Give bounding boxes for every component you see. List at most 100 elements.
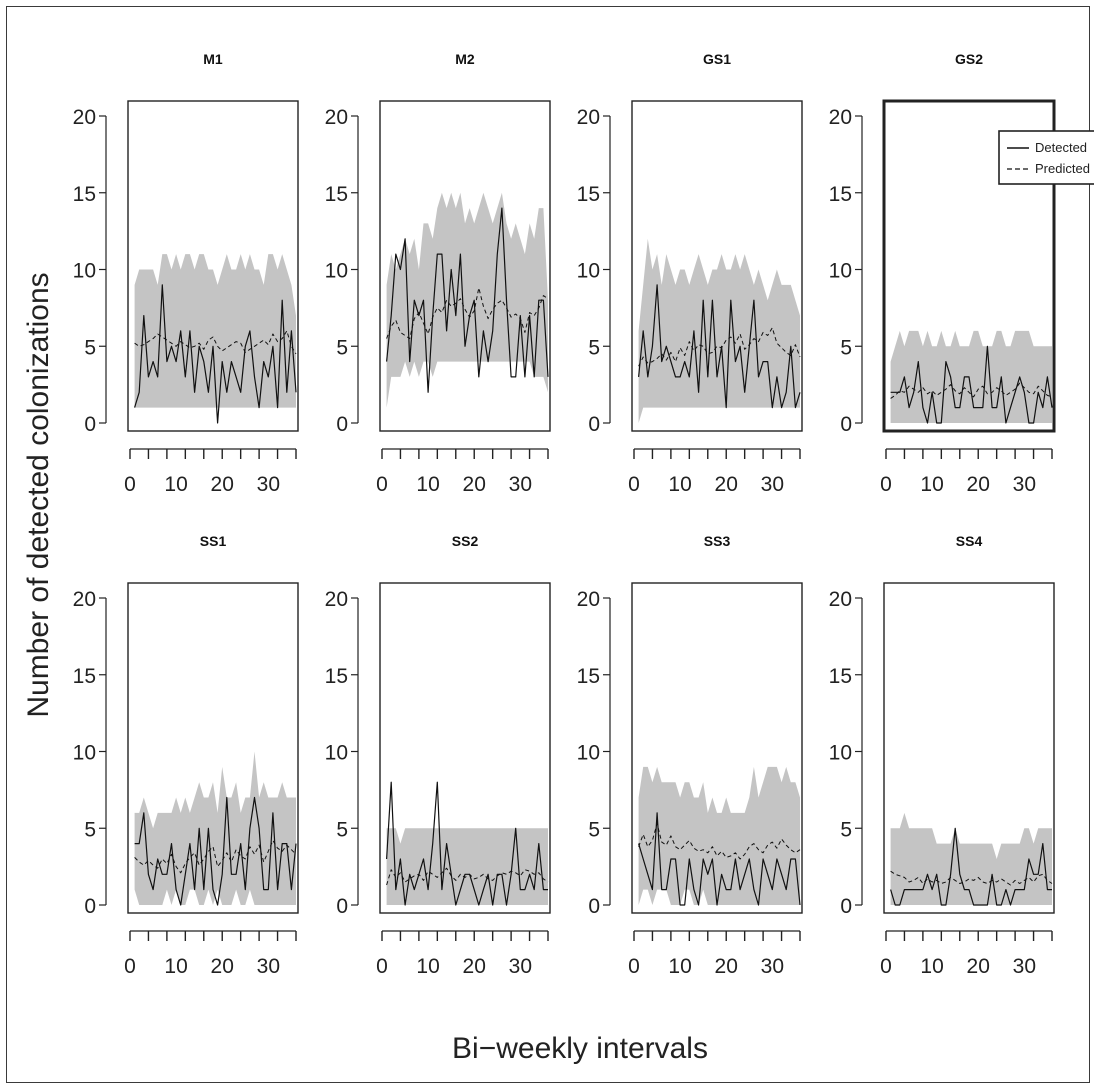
x-tick-label: 20: [967, 473, 990, 496]
x-tick-label: 20: [463, 473, 486, 496]
predicted-line: [134, 840, 297, 874]
x-tick-label: 0: [376, 473, 388, 496]
y-tick-label: 15: [829, 665, 852, 688]
detected-line: [638, 812, 801, 906]
detected-line: [386, 781, 548, 906]
y-tick-label: 15: [577, 183, 600, 206]
y-tick-label: 0: [840, 895, 852, 918]
panel-m2: M2 0 5 10 15 20 0 10 20 30: [325, 51, 551, 496]
legend-box: [998, 130, 1094, 185]
x-tick-label: 10: [920, 473, 943, 496]
figure-frame: [6, 6, 1090, 1083]
detected-line: [386, 207, 549, 393]
x-tick-label: 30: [509, 955, 532, 978]
y-tick-label: 10: [325, 742, 348, 765]
y-tick-label: 0: [588, 895, 600, 918]
panel-box: [127, 100, 299, 432]
prediction-band: [638, 238, 800, 423]
predicted-line: [386, 867, 549, 886]
y-tick-label: 15: [829, 183, 852, 206]
x-tick-label: 20: [211, 955, 234, 978]
prediction-band: [638, 766, 800, 905]
x-tick-label: 10: [668, 955, 691, 978]
x-tick-label: 0: [880, 955, 892, 978]
y-tick-label: 15: [577, 665, 600, 688]
x-tick-label: 20: [211, 473, 234, 496]
x-tick-label: 20: [463, 955, 486, 978]
panel-m1: M1 0 5 10 15 20 0 10 20 30: [73, 51, 299, 496]
y-tick-label: 5: [840, 818, 852, 841]
x-tick-label: 0: [628, 955, 640, 978]
y-tick-label: 15: [325, 665, 348, 688]
y-tick-label: 10: [73, 742, 96, 765]
panel-box: [883, 582, 1055, 914]
x-tick-label: 30: [761, 473, 784, 496]
predicted-line: [134, 330, 297, 355]
predicted-line: [890, 870, 1053, 886]
y-tick-label: 5: [588, 336, 600, 359]
y-tick-label: 0: [336, 895, 348, 918]
y-tick-label: 5: [336, 818, 348, 841]
y-tick-label: 20: [829, 588, 852, 611]
x-tick-label: 10: [164, 955, 187, 978]
prediction-band: [134, 751, 296, 905]
panel-title: M1: [203, 51, 223, 67]
panel-ss3: SS3 0 5 10 15 20 0 10 20 30: [577, 533, 803, 978]
y-tick-label: 10: [73, 260, 96, 283]
detected-line: [638, 284, 801, 409]
panel-ss2: SS2 0 5 10 15 20 0 10 20 30: [325, 533, 551, 978]
x-tick-label: 30: [509, 473, 532, 496]
y-tick-label: 20: [73, 106, 96, 129]
y-tick-label: 20: [829, 106, 852, 129]
detected-line: [890, 827, 1052, 906]
x-tick-label: 30: [257, 473, 280, 496]
panel-gs1: GS1 0 5 10 15 20 0 10 20 30: [577, 51, 803, 496]
panel-title: SS3: [704, 533, 731, 549]
panel-title: SS4: [956, 533, 983, 549]
panel-box: [127, 582, 299, 914]
panels: M1 0 5 10 15 20 0 10 20 30 M2 0 5 10 15 20 0 10 20 30 GS1 0 5 1…: [73, 51, 1094, 978]
legend-predicted-label: Predicted: [1035, 161, 1090, 176]
x-tick-label: 20: [715, 955, 738, 978]
y-tick-label: 0: [336, 413, 348, 436]
panel-title: SS2: [452, 533, 479, 549]
detected-line: [134, 284, 297, 424]
y-tick-label: 10: [325, 260, 348, 283]
x-tick-label: 10: [920, 955, 943, 978]
y-tick-label: 5: [588, 818, 600, 841]
panel-box: [631, 582, 803, 914]
y-tick-label: 0: [84, 895, 96, 918]
x-tick-label: 30: [1013, 955, 1036, 978]
y-tick-label: 20: [325, 588, 348, 611]
x-tick-label: 20: [715, 473, 738, 496]
prediction-band: [890, 330, 1052, 423]
panel-ss4: SS4 0 5 10 15 20 0 10 20 30: [829, 533, 1055, 978]
y-tick-label: 20: [577, 588, 600, 611]
y-tick-label: 5: [84, 818, 96, 841]
predicted-line: [638, 823, 801, 860]
y-tick-label: 0: [588, 413, 600, 436]
y-tick-label: 20: [325, 106, 348, 129]
x-tick-label: 30: [761, 955, 784, 978]
y-tick-label: 20: [73, 588, 96, 611]
y-tick-label: 5: [336, 336, 348, 359]
y-tick-label: 15: [325, 183, 348, 206]
y-tick-label: 0: [840, 413, 852, 436]
prediction-band: [134, 254, 296, 408]
x-tick-label: 10: [416, 955, 439, 978]
y-tick-label: 15: [73, 665, 96, 688]
x-tick-label: 10: [668, 473, 691, 496]
y-tick-label: 5: [840, 336, 852, 359]
detected-line: [134, 796, 297, 906]
x-tick-label: 10: [416, 473, 439, 496]
panel-box: [379, 100, 551, 432]
panel-title: SS1: [200, 533, 227, 549]
prediction-band: [386, 192, 548, 408]
y-axis-label: Number of detected colonizations: [22, 272, 55, 717]
x-tick-label: 20: [967, 955, 990, 978]
x-tick-label: 10: [164, 473, 187, 496]
x-tick-label: 0: [124, 955, 136, 978]
panel-title: GS2: [955, 51, 983, 67]
y-tick-label: 10: [577, 260, 600, 283]
